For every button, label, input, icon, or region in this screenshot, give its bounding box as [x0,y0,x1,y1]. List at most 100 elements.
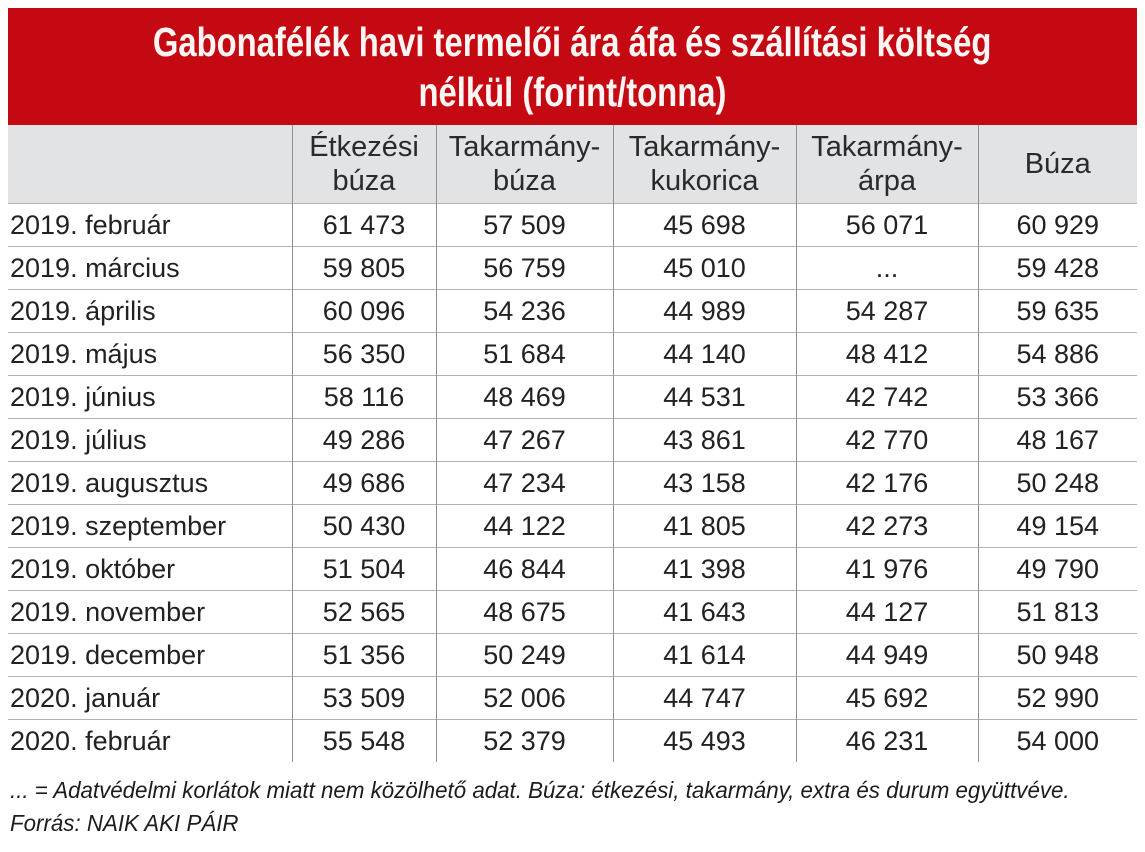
row-label-cell: 2019. február [8,203,292,247]
value-cell: 59 805 [291,246,436,290]
page-title-line-2: nélkül (forint/tonna) [418,68,727,115]
footnotes: ... = Adatvédelmi korlátok miatt nem köz… [8,774,1137,840]
value-cell: 51 504 [291,547,436,591]
column-header-buza: Búza [977,125,1137,204]
value-cell: 41 805 [612,504,796,548]
table-row: 2019. augusztus 49 686 47 234 43 158 42 … [8,461,1137,505]
row-label-cell: 2019. április [8,289,292,333]
row-label-cell: 2019. október [8,547,292,591]
value-cell: 44 140 [612,332,796,376]
row-label-cell: 2019. december [8,633,292,677]
value-cell: 55 548 [291,719,436,762]
footnote-data-protection: ... = Adatvédelmi korlátok miatt nem köz… [10,777,1070,803]
value-cell: 51 684 [435,332,613,376]
value-cell: 54 236 [435,289,613,333]
value-cell: 41 398 [612,547,796,591]
value-cell: 59 635 [977,289,1137,333]
value-cell: 56 759 [435,246,613,290]
value-cell: 46 231 [795,719,978,762]
value-cell: 52 379 [435,719,613,762]
value-cell: 50 948 [977,633,1137,677]
column-header-row: Étkezési búza Takarmány- búza Takarmány-… [8,125,1137,204]
value-cell: 44 747 [612,676,796,720]
value-cell: 59 428 [977,246,1137,290]
data-table: Étkezési búza Takarmány- búza Takarmány-… [8,125,1137,762]
table-row: 2019. december 51 356 50 249 41 614 44 9… [8,633,1137,677]
value-cell: 56 071 [795,203,978,247]
row-label-cell: 2019. június [8,375,292,419]
value-cell: 52 565 [291,590,436,634]
value-cell-missing: ... [795,246,978,290]
value-cell: 53 509 [291,676,436,720]
value-cell: 45 692 [795,676,978,720]
row-label-cell: 2019. március [8,246,292,290]
value-cell: 44 122 [435,504,613,548]
value-cell: 54 886 [977,332,1137,376]
value-cell: 61 473 [291,203,436,247]
value-cell: 52 990 [977,676,1137,720]
table-row: 2019. október 51 504 46 844 41 398 41 97… [8,547,1137,591]
row-label-cell: 2019. május [8,332,292,376]
value-cell: 50 249 [435,633,613,677]
table-row: 2020. február 55 548 52 379 45 493 46 23… [8,719,1137,762]
row-label-cell: 2019. november [8,590,292,634]
value-cell: 44 531 [612,375,796,419]
value-cell: 44 127 [795,590,978,634]
value-cell: 48 412 [795,332,978,376]
value-cell: 50 430 [291,504,436,548]
value-cell: 41 643 [612,590,796,634]
value-cell: 54 000 [977,719,1137,762]
value-cell: 58 116 [291,375,436,419]
column-header-takarmany-buza: Takarmány- búza [435,125,613,204]
table-row: 2019. május 56 350 51 684 44 140 48 412 … [8,332,1137,376]
value-cell: 49 286 [291,418,436,462]
value-cell: 52 006 [435,676,613,720]
value-cell: 56 350 [291,332,436,376]
value-cell: 42 770 [795,418,978,462]
value-cell: 60 096 [291,289,436,333]
value-cell: 60 929 [977,203,1137,247]
value-cell: 45 698 [612,203,796,247]
table-row: 2019. június 58 116 48 469 44 531 42 742… [8,375,1137,419]
value-cell: 42 742 [795,375,978,419]
value-cell: 45 493 [612,719,796,762]
column-header-empty [8,125,292,204]
value-cell: 41 614 [612,633,796,677]
table-row: 2019. március 59 805 56 759 45 010 ... 5… [8,246,1137,290]
value-cell: 46 844 [435,547,613,591]
value-cell: 51 813 [977,590,1137,634]
value-cell: 48 675 [435,590,613,634]
column-header-takarmany-kukorica: Takarmány- kukorica [612,125,796,204]
row-label-cell: 2020. január [8,676,292,720]
value-cell: 49 686 [291,461,436,505]
value-cell: 49 790 [977,547,1137,591]
table-row: 2019. szeptember 50 430 44 122 41 805 42… [8,504,1137,548]
table-row: 2019. április 60 096 54 236 44 989 54 28… [8,289,1137,333]
table-row: 2019. november 52 565 48 675 41 643 44 1… [8,590,1137,634]
value-cell: 42 273 [795,504,978,548]
value-cell: 48 167 [977,418,1137,462]
table-row: 2020. január 53 509 52 006 44 747 45 692… [8,676,1137,720]
source-note: Forrás: NAIK AKI PÁIR [10,810,239,836]
value-cell: 53 366 [977,375,1137,419]
value-cell: 48 469 [435,375,613,419]
row-label-cell: 2019. szeptember [8,504,292,548]
column-header-etkezesi-buza: Étkezési búza [291,125,436,204]
table-row: 2019. február 61 473 57 509 45 698 56 07… [8,203,1137,247]
value-cell: 43 861 [612,418,796,462]
value-cell: 41 976 [795,547,978,591]
value-cell: 47 234 [435,461,613,505]
value-cell: 43 158 [612,461,796,505]
title-banner: Gabonafélék havi termelői ára áfa és szá… [8,8,1137,125]
value-cell: 42 176 [795,461,978,505]
value-cell: 47 267 [435,418,613,462]
value-cell: 45 010 [612,246,796,290]
row-label-cell: 2019. augusztus [8,461,292,505]
row-label-cell: 2020. február [8,719,292,762]
value-cell: 44 949 [795,633,978,677]
column-header-takarmany-arpa: Takarmány- árpa [795,125,978,204]
value-cell: 51 356 [291,633,436,677]
value-cell: 57 509 [435,203,613,247]
value-cell: 50 248 [977,461,1137,505]
